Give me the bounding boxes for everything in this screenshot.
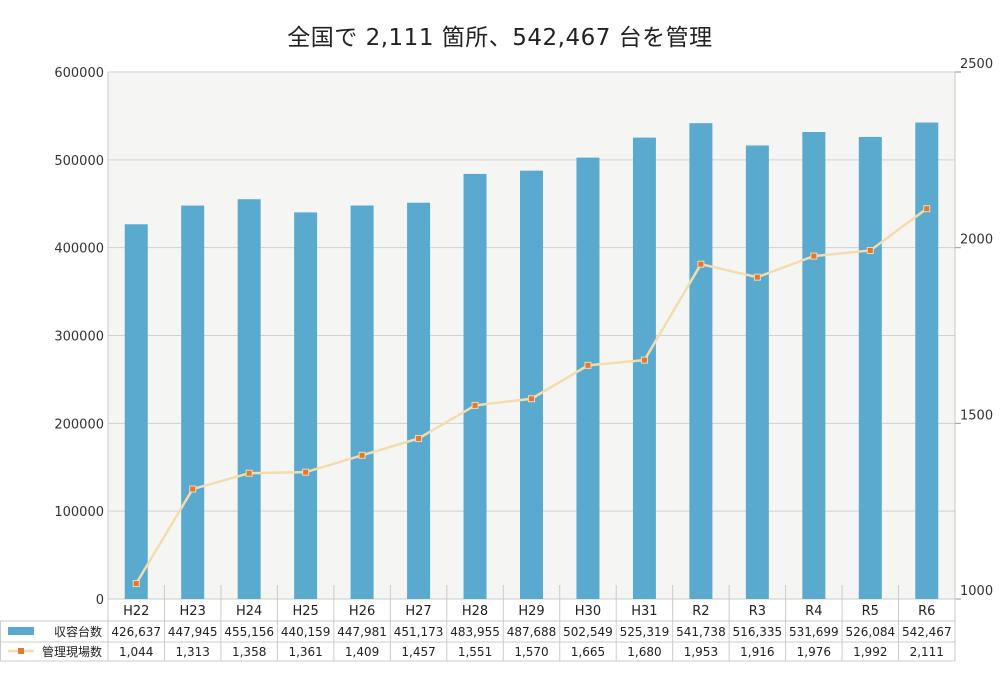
y-right-tick-label: 2500 bbox=[960, 57, 993, 72]
bar bbox=[407, 202, 431, 599]
line-point bbox=[866, 246, 874, 254]
table-value-line: 1,457 bbox=[401, 645, 435, 659]
x-tick-label: H22 bbox=[123, 604, 149, 619]
x-tick-label: R4 bbox=[805, 604, 822, 619]
table-value-line: 1,570 bbox=[514, 645, 548, 659]
bar bbox=[802, 131, 826, 600]
line-point bbox=[753, 273, 761, 281]
table-value-line: 1,358 bbox=[232, 645, 266, 659]
table-value-bars: 526,084 bbox=[845, 625, 895, 639]
table-value-bars: 483,955 bbox=[450, 625, 500, 639]
table-value-bars: 542,467 bbox=[902, 625, 952, 639]
y-right-tick-label: 1000 bbox=[960, 584, 993, 599]
bar bbox=[576, 157, 600, 599]
table-value-bars: 447,945 bbox=[168, 625, 218, 639]
table-value-line: 1,680 bbox=[627, 645, 661, 659]
y-left-tick-label: 400000 bbox=[54, 242, 104, 257]
y-right-tick-label: 1500 bbox=[960, 408, 993, 423]
table-value-line: 1,313 bbox=[176, 645, 210, 659]
legend-key-bars bbox=[8, 627, 34, 635]
bar bbox=[350, 205, 374, 599]
y-left-tick-label: 500000 bbox=[54, 154, 104, 169]
x-tick-label: H30 bbox=[575, 604, 601, 619]
bar bbox=[181, 205, 205, 599]
table-value-line: 1,044 bbox=[119, 645, 153, 659]
line-point bbox=[245, 469, 253, 477]
table-value-bars: 525,319 bbox=[620, 625, 670, 639]
table-value-bars: 531,699 bbox=[789, 625, 839, 639]
legend-key-marker bbox=[18, 648, 24, 654]
y-left-tick-label: 200000 bbox=[54, 417, 104, 432]
table-value-bars: 502,549 bbox=[563, 625, 613, 639]
table-value-bars: 447,981 bbox=[337, 625, 387, 639]
table-value-line: 1,916 bbox=[740, 645, 774, 659]
bar bbox=[858, 136, 882, 599]
bar bbox=[124, 224, 148, 599]
table-value-line: 1,361 bbox=[288, 645, 322, 659]
line-point bbox=[189, 485, 197, 493]
line-point bbox=[471, 401, 479, 409]
line-point bbox=[358, 451, 366, 459]
table-value-bars: 455,156 bbox=[224, 625, 274, 639]
x-tick-label: H26 bbox=[349, 604, 375, 619]
x-tick-label: H29 bbox=[518, 604, 544, 619]
y-left-tick-label: 300000 bbox=[54, 330, 104, 345]
x-tick-label: H31 bbox=[631, 604, 657, 619]
table-value-line: 1,665 bbox=[571, 645, 605, 659]
table-value-bars: 487,688 bbox=[507, 625, 557, 639]
line-point bbox=[584, 361, 592, 369]
line-point bbox=[810, 252, 818, 260]
table-value-line: 1,992 bbox=[853, 645, 887, 659]
bar bbox=[294, 212, 318, 599]
bar bbox=[520, 170, 543, 599]
bar bbox=[632, 137, 656, 599]
y-right-tick-label: 2000 bbox=[960, 233, 993, 248]
table-value-bars: 440,159 bbox=[281, 625, 331, 639]
bar bbox=[689, 123, 713, 599]
legend-label-line: 管理現場数 bbox=[42, 644, 102, 659]
bar bbox=[915, 122, 939, 600]
x-tick-label: H24 bbox=[236, 604, 262, 619]
table-value-line: 1,551 bbox=[458, 645, 492, 659]
line-point bbox=[132, 580, 140, 588]
x-tick-label: R2 bbox=[692, 604, 709, 619]
table-value-line: 1,409 bbox=[345, 645, 379, 659]
table-value-bars: 451,173 bbox=[394, 625, 444, 639]
y-left-tick-label: 0 bbox=[96, 593, 104, 608]
line-point bbox=[415, 434, 423, 442]
table-value-line: 1,953 bbox=[684, 645, 718, 659]
bar bbox=[463, 173, 487, 599]
bar bbox=[237, 199, 261, 599]
x-tick-label: H23 bbox=[180, 604, 206, 619]
x-tick-label: H28 bbox=[462, 604, 488, 619]
table-value-bars: 541,738 bbox=[676, 625, 726, 639]
line-point bbox=[302, 468, 310, 476]
line-point bbox=[923, 205, 931, 213]
line-point bbox=[697, 260, 705, 268]
bar bbox=[745, 145, 769, 599]
line-point bbox=[528, 395, 535, 403]
y-left-tick-label: 600000 bbox=[54, 66, 104, 81]
x-tick-label: R5 bbox=[862, 604, 879, 619]
x-tick-label: H27 bbox=[405, 604, 431, 619]
x-tick-label: H25 bbox=[292, 604, 318, 619]
table-value-line: 1,976 bbox=[797, 645, 831, 659]
table-value-bars: 426,637 bbox=[111, 625, 161, 639]
line-point bbox=[640, 356, 648, 364]
table-value-line: 2,111 bbox=[910, 645, 944, 659]
x-tick-label: R3 bbox=[749, 604, 766, 619]
legend-label-bars: 収容台数 bbox=[54, 624, 102, 639]
table-value-bars: 516,335 bbox=[733, 625, 783, 639]
x-tick-label: R6 bbox=[918, 604, 935, 619]
y-left-tick-label: 100000 bbox=[54, 505, 104, 520]
chart-title: 全国で 2,111 箇所、542,467 台を管理 bbox=[287, 25, 713, 51]
